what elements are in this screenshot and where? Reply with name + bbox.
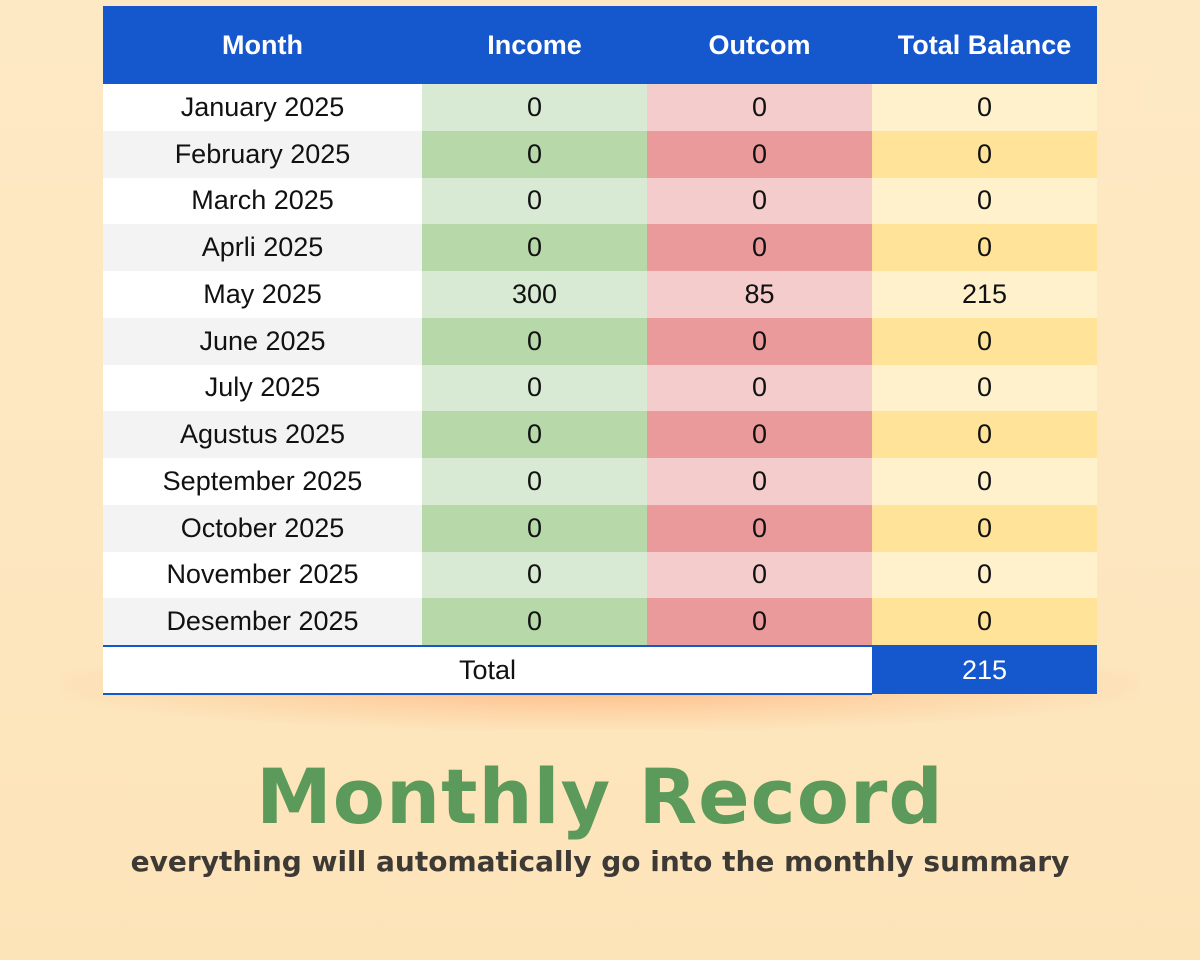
balance-cell[interactable]: 0 [872, 364, 1097, 412]
month-cell[interactable]: January 2025 [103, 84, 422, 131]
column-header-income[interactable]: Income [422, 6, 647, 84]
income-cell[interactable]: 0 [422, 551, 647, 599]
table-row: May 2025 300 85 215 [103, 271, 1097, 318]
outcome-cell[interactable]: 0 [647, 551, 872, 599]
outcome-cell[interactable]: 0 [647, 411, 872, 458]
month-cell[interactable]: October 2025 [103, 504, 422, 552]
table-row: Agustus 2025 0 0 0 [103, 411, 1097, 458]
outcome-cell[interactable]: 85 [647, 271, 872, 318]
month-cell[interactable]: July 2025 [103, 364, 422, 412]
total-label: Total [103, 645, 872, 695]
table-row: June 2025 0 0 0 [103, 317, 1097, 365]
balance-cell[interactable]: 215 [872, 271, 1097, 318]
balance-cell[interactable]: 0 [872, 177, 1097, 225]
total-value-cell[interactable]: 215 [872, 645, 1097, 694]
monthly-record-sheet: Month Income Outcom Total Balance Januar… [103, 6, 1097, 695]
income-cell[interactable]: 0 [422, 598, 647, 646]
month-cell[interactable]: Agustus 2025 [103, 411, 422, 458]
income-cell[interactable]: 0 [422, 224, 647, 271]
page-title: Monthly Record [256, 752, 944, 841]
outcome-cell[interactable]: 0 [647, 177, 872, 225]
outcome-cell[interactable]: 0 [647, 84, 872, 131]
table-row: January 2025 0 0 0 [103, 84, 1097, 131]
outcome-cell[interactable]: 0 [647, 504, 872, 552]
table-row: February 2025 0 0 0 [103, 130, 1097, 178]
table-row: Desember 2025 0 0 0 [103, 598, 1097, 646]
column-header-total-balance[interactable]: Total Balance [872, 6, 1097, 84]
monthly-record-table: Month Income Outcom Total Balance Januar… [103, 6, 1097, 695]
outcome-cell[interactable]: 0 [647, 598, 872, 646]
table-row: October 2025 0 0 0 [103, 504, 1097, 552]
table-row: November 2025 0 0 0 [103, 551, 1097, 599]
outcome-cell[interactable]: 0 [647, 317, 872, 365]
table-header-row: Month Income Outcom Total Balance [103, 6, 1097, 84]
table-row: September 2025 0 0 0 [103, 458, 1097, 505]
income-cell[interactable]: 300 [422, 271, 647, 318]
balance-cell[interactable]: 0 [872, 551, 1097, 599]
month-cell[interactable]: May 2025 [103, 271, 422, 318]
table-row: July 2025 0 0 0 [103, 364, 1097, 412]
month-cell[interactable]: November 2025 [103, 551, 422, 599]
balance-cell[interactable]: 0 [872, 411, 1097, 458]
income-cell[interactable]: 0 [422, 458, 647, 505]
total-row: Total 215 [103, 645, 1097, 695]
table-row: Aprli 2025 0 0 0 [103, 224, 1097, 271]
balance-cell[interactable]: 0 [872, 458, 1097, 505]
balance-cell[interactable]: 0 [872, 224, 1097, 271]
income-cell[interactable]: 0 [422, 84, 647, 131]
balance-cell[interactable]: 0 [872, 317, 1097, 365]
income-cell[interactable]: 0 [422, 504, 647, 552]
outcome-cell[interactable]: 0 [647, 364, 872, 412]
balance-cell[interactable]: 0 [872, 598, 1097, 646]
month-cell[interactable]: March 2025 [103, 177, 422, 225]
month-cell[interactable]: September 2025 [103, 458, 422, 505]
month-cell[interactable]: Desember 2025 [103, 598, 422, 646]
column-header-month[interactable]: Month [103, 6, 422, 84]
balance-cell[interactable]: 0 [872, 130, 1097, 178]
income-cell[interactable]: 0 [422, 411, 647, 458]
income-cell[interactable]: 0 [422, 364, 647, 412]
column-header-outcome[interactable]: Outcom [647, 6, 872, 84]
table-row: March 2025 0 0 0 [103, 177, 1097, 225]
outcome-cell[interactable]: 0 [647, 224, 872, 271]
outcome-cell[interactable]: 0 [647, 458, 872, 505]
income-cell[interactable]: 0 [422, 130, 647, 178]
balance-cell[interactable]: 0 [872, 84, 1097, 131]
income-cell[interactable]: 0 [422, 317, 647, 365]
month-cell[interactable]: June 2025 [103, 317, 422, 365]
page-subtitle: everything will automatically go into th… [130, 845, 1070, 878]
income-cell[interactable]: 0 [422, 177, 647, 225]
outcome-cell[interactable]: 0 [647, 130, 872, 178]
month-cell[interactable]: February 2025 [103, 130, 422, 178]
balance-cell[interactable]: 0 [872, 504, 1097, 552]
month-cell[interactable]: Aprli 2025 [103, 224, 422, 271]
